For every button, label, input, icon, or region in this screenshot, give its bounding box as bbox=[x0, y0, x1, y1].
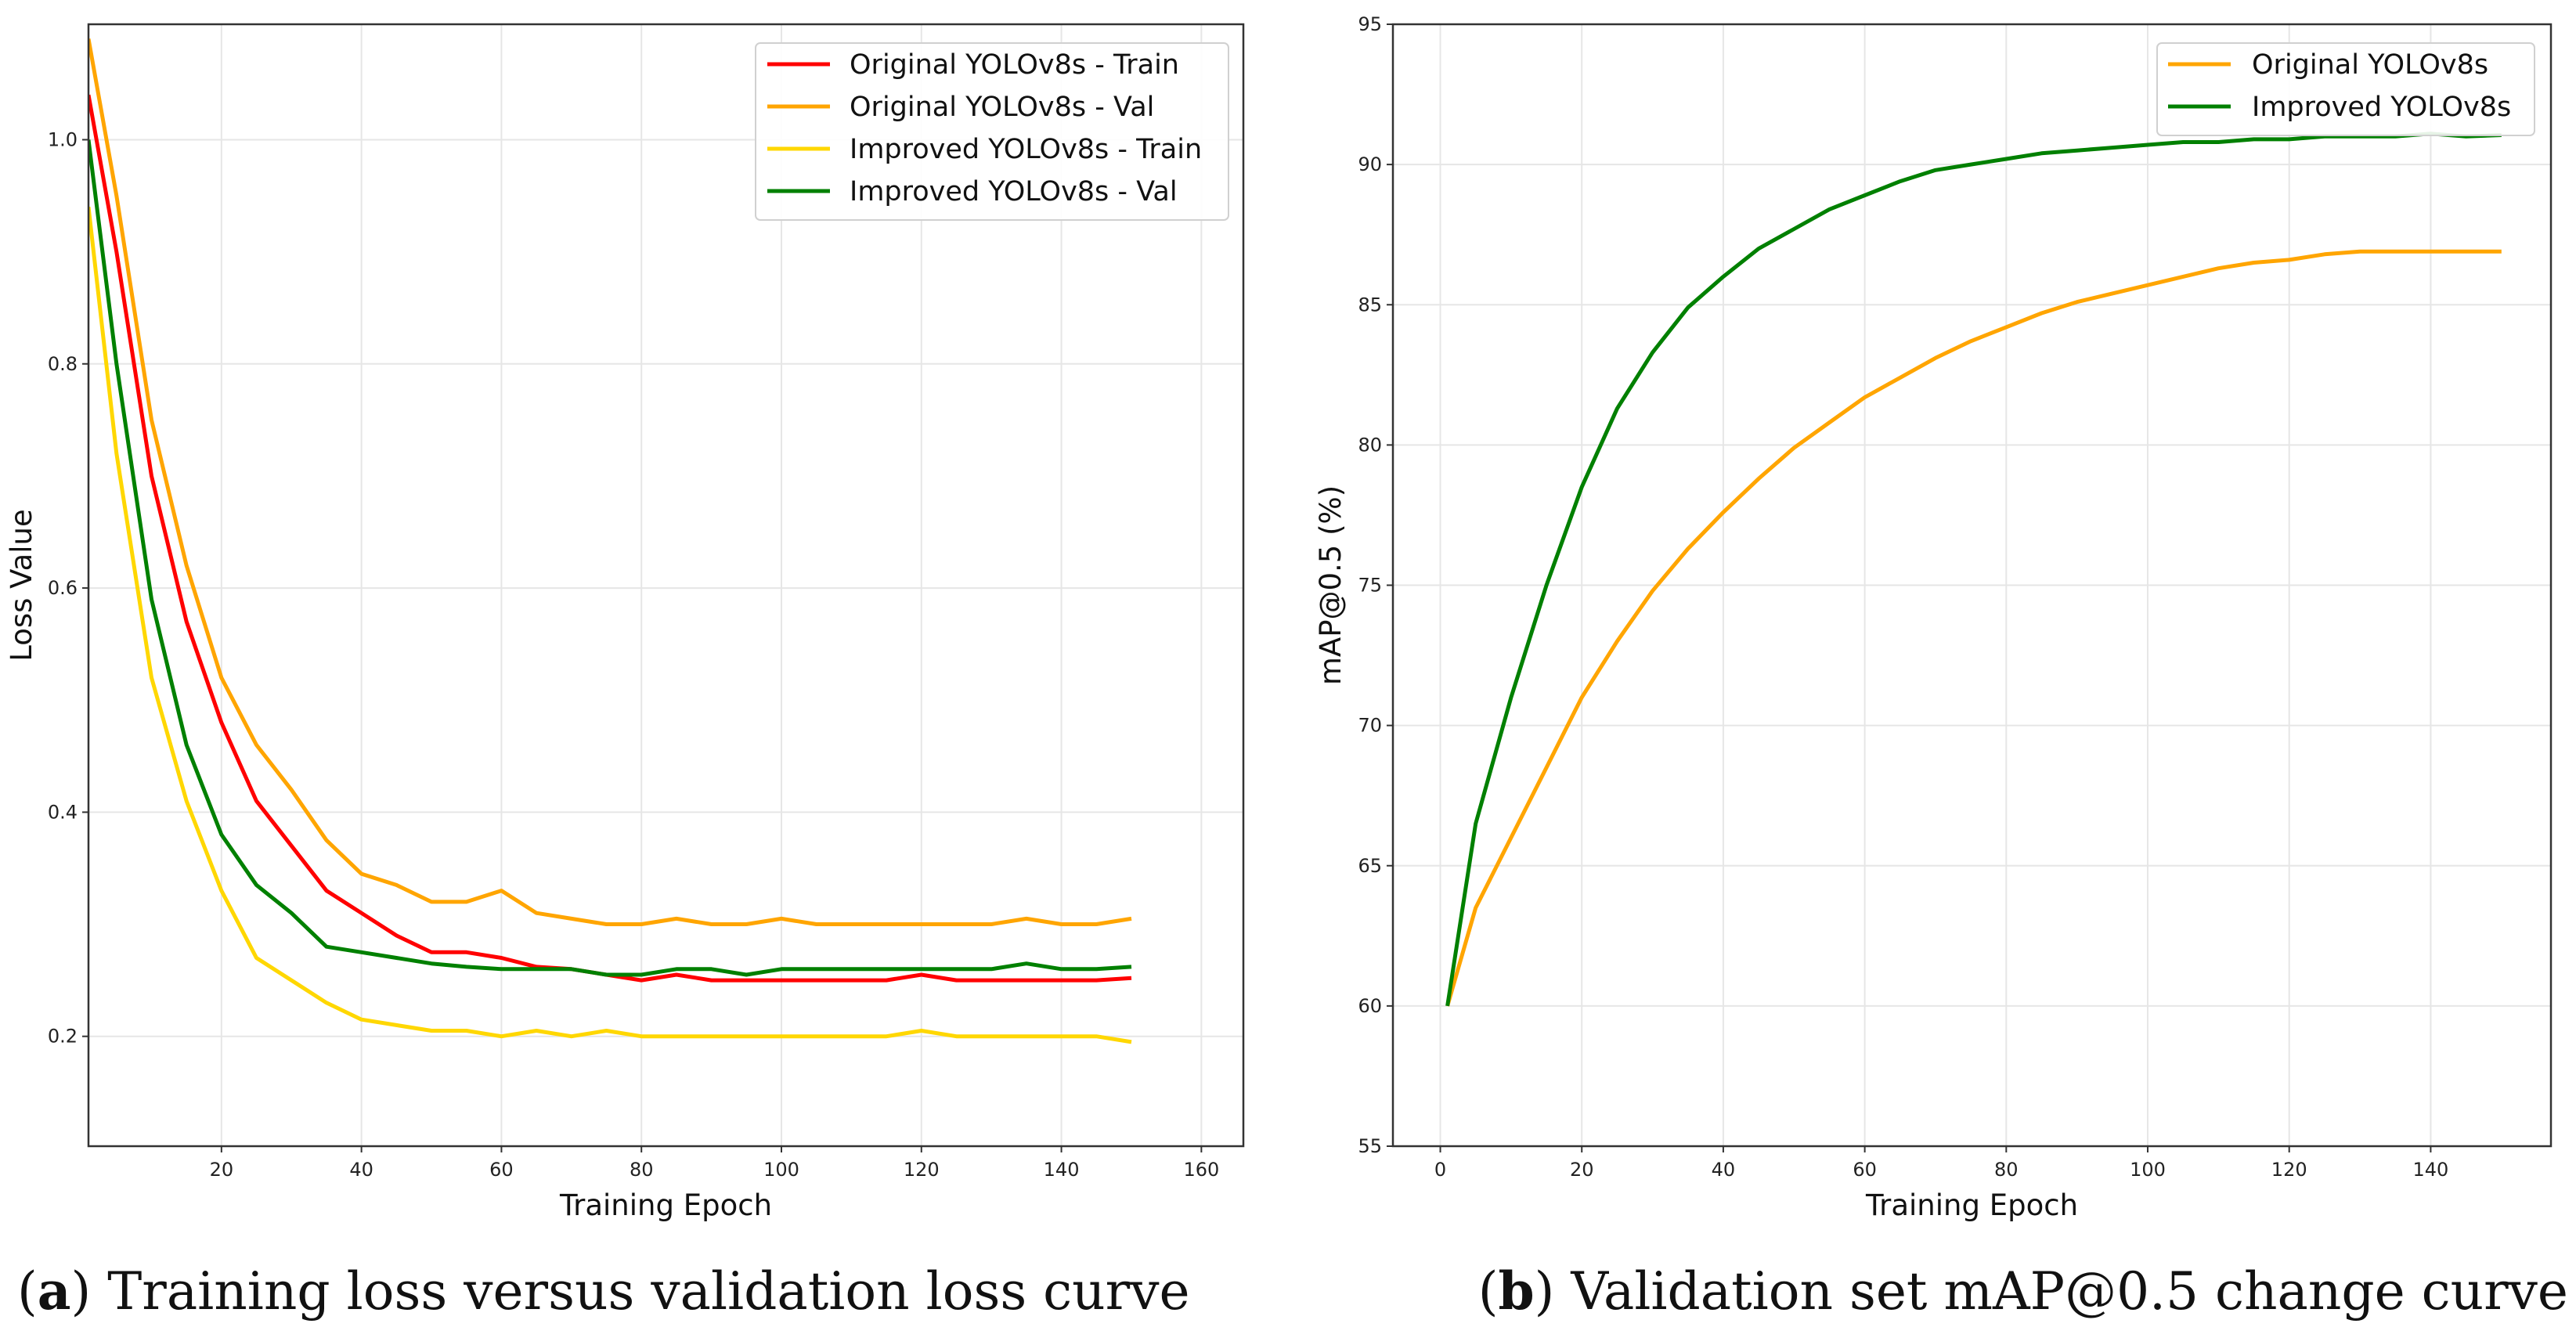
legend-box bbox=[755, 42, 1229, 221]
x-tick-label: 120 bbox=[2271, 1159, 2307, 1181]
legend: Original YOLOv8s - Train Original YOLOv8s… bbox=[755, 42, 1229, 221]
x-tick-label: 140 bbox=[2413, 1159, 2449, 1181]
y-tick-label: 75 bbox=[1358, 575, 1382, 597]
plot-frame bbox=[87, 23, 1245, 1148]
x-tick-label: 120 bbox=[904, 1159, 940, 1181]
x-tick-label: 20 bbox=[210, 1159, 234, 1181]
series-line-improved-yolov8s-val bbox=[88, 139, 1132, 977]
x-tick-label: 80 bbox=[1994, 1159, 2019, 1181]
series-line-improved-yolov8s-train bbox=[88, 207, 1132, 1044]
plot-frame bbox=[1391, 23, 2553, 1148]
y-tick-label: 0.8 bbox=[48, 353, 78, 375]
x-axis-label: Training Epoch bbox=[1865, 1188, 2078, 1222]
x-tick-label: 60 bbox=[489, 1159, 514, 1181]
x-tick-label: 40 bbox=[1712, 1159, 1736, 1181]
legend-label: Improved YOLOv8s bbox=[2252, 92, 2511, 123]
x-tick-label: 40 bbox=[349, 1159, 373, 1181]
legend: Original YOLOv8s Improved YOLOv8s bbox=[2156, 42, 2535, 136]
x-tick-label: 140 bbox=[1044, 1159, 1080, 1181]
x-tick-label: 100 bbox=[2130, 1159, 2166, 1181]
series-line-original-yolov8s bbox=[1445, 249, 2502, 1007]
x-tick-label: 100 bbox=[763, 1159, 799, 1181]
y-tick-label: 85 bbox=[1358, 294, 1382, 316]
y-tick-label: 90 bbox=[1358, 153, 1382, 175]
chart-map: 0 20 40 60 80 100 120 140 55 60 65 70 75 80 85 90 95 Trai… bbox=[1314, 13, 2553, 1222]
series-line-original-yolov8s-train bbox=[88, 94, 1132, 983]
caption-a-letter: a bbox=[37, 1260, 71, 1322]
x-tick-label: 0 bbox=[1434, 1159, 1446, 1181]
x-tick-label: 20 bbox=[1570, 1159, 1594, 1181]
y-tick-label: 1.0 bbox=[48, 128, 78, 150]
y-tick-label: 95 bbox=[1358, 13, 1382, 35]
y-tick-label: 0.6 bbox=[48, 577, 78, 599]
y-tick-label: 0.4 bbox=[48, 801, 78, 823]
y-tick-label: 65 bbox=[1358, 855, 1382, 877]
chart-loss: 20 40 60 80 100 120 140 160 0.2 0.4 0.6 0.8 1.0 Train… bbox=[5, 23, 1245, 1222]
legend-box bbox=[2156, 42, 2535, 136]
caption-a: (a) Training loss versus validation loss… bbox=[17, 1260, 1190, 1322]
y-tick-label: 55 bbox=[1358, 1135, 1382, 1157]
series-line-original-yolov8s-val bbox=[88, 38, 1132, 926]
caption-a-text: Training loss versus validation loss cur… bbox=[107, 1261, 1190, 1322]
y-tick-label: 60 bbox=[1358, 995, 1382, 1017]
caption-b-letter: b bbox=[1498, 1260, 1535, 1322]
caption-b: (b) Validation set mAP@0.5 change curve bbox=[1477, 1260, 2568, 1322]
y-tick-label: 0.2 bbox=[48, 1026, 78, 1048]
x-tick-label: 160 bbox=[1183, 1159, 1219, 1181]
y-axis-label: mAP@0.5 (%) bbox=[1314, 485, 1348, 685]
y-axis-label: Loss Value bbox=[5, 509, 38, 662]
legend-label: Original YOLOv8s - Val bbox=[850, 92, 1154, 123]
legend-label: Original YOLOv8s bbox=[2252, 49, 2488, 81]
series-line-improved-yolov8s bbox=[1445, 132, 2502, 1007]
legend-label: Improved YOLOv8s - Val bbox=[850, 176, 1178, 207]
y-tick-label: 70 bbox=[1358, 715, 1382, 737]
legend-label: Improved YOLOv8s - Train bbox=[850, 134, 1202, 165]
x-tick-label: 80 bbox=[630, 1159, 654, 1181]
caption-b-text: Validation set mAP@0.5 change curve bbox=[1571, 1261, 2568, 1322]
y-tick-label: 80 bbox=[1358, 434, 1382, 456]
x-tick-label: 60 bbox=[1853, 1159, 1877, 1181]
legend-label: Original YOLOv8s - Train bbox=[850, 49, 1179, 81]
x-axis-label: Training Epoch bbox=[559, 1188, 772, 1222]
